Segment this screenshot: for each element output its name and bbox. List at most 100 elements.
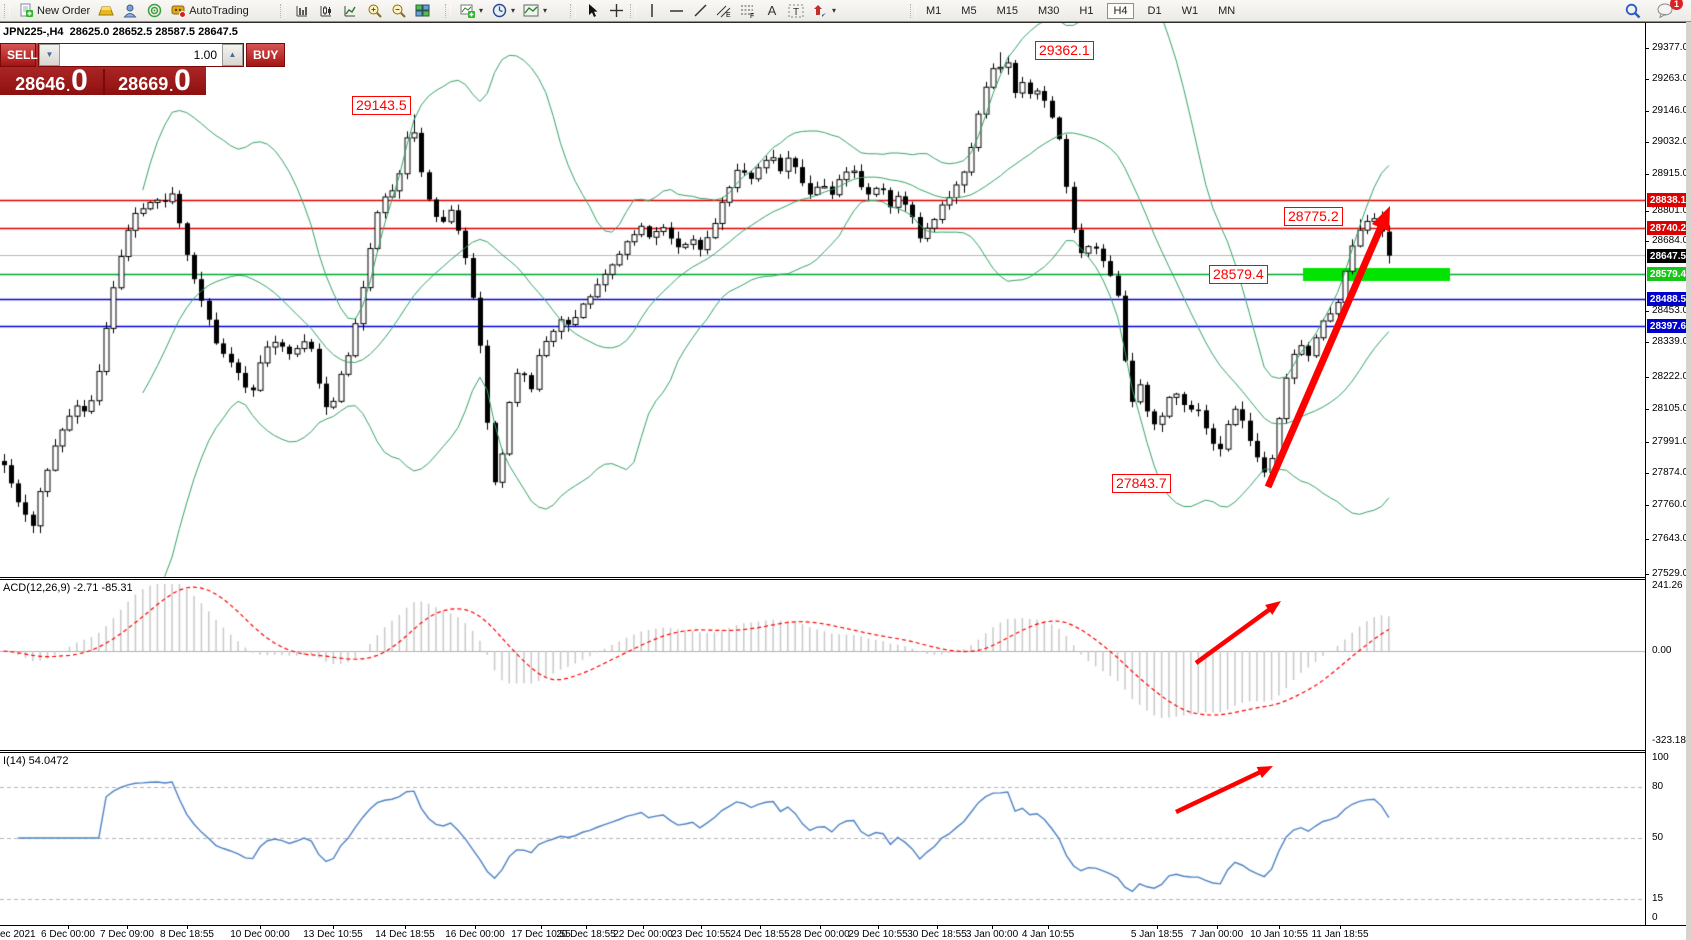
pane-separator[interactable] <box>0 750 1645 751</box>
candlestick-button[interactable] <box>314 1 338 20</box>
price-annotation-label[interactable]: 28579.4 <box>1209 265 1268 284</box>
timeframe-h1-button[interactable]: H1 <box>1079 4 1094 17</box>
trendline-tool-button[interactable] <box>688 1 712 20</box>
horizontal-line-icon <box>668 3 684 19</box>
fibonacci-tool-button[interactable]: F <box>736 1 760 20</box>
time-tick-label: 10 Jan 10:55 <box>1250 929 1308 940</box>
buy-button[interactable]: BUY <box>246 43 286 67</box>
price-annotation-label[interactable]: 29143.5 <box>352 96 411 115</box>
crosshair-tool-button[interactable] <box>604 1 628 20</box>
vertical-line-icon <box>644 3 660 19</box>
time-tick-label: 29 Dec 10:55 <box>848 929 908 940</box>
indicator-scale-label: 15 <box>1652 893 1664 904</box>
new-order-icon <box>18 3 34 19</box>
price-annotation-label[interactable]: 27843.7 <box>1112 474 1171 493</box>
timeframe-m5-button[interactable]: M5 <box>961 4 977 17</box>
target-icon <box>146 3 162 19</box>
volume-decrease-button[interactable]: ▼ <box>39 44 60 66</box>
channel-tool-button[interactable]: E <box>712 1 736 20</box>
y-tick-mark <box>1645 505 1649 506</box>
pane-separator[interactable] <box>0 577 1645 578</box>
new-chart-button[interactable]: ▾ <box>455 1 487 20</box>
time-tick-label: 16 Dec 00:00 <box>445 929 505 940</box>
cursor-icon <box>584 3 600 19</box>
arrows-tool-button[interactable]: ▾ <box>808 1 840 20</box>
y-tick-label: 29146.0 <box>1652 105 1689 116</box>
new-order-button[interactable]: New Order <box>14 1 94 20</box>
volume-stepper: ▼ ▲ <box>38 43 244 67</box>
timeframe-m15-button[interactable]: M15 <box>996 4 1018 17</box>
indicator-scale-label: 0 <box>1652 912 1658 923</box>
search-icon <box>1625 3 1641 19</box>
sell-button[interactable]: SELL <box>0 43 38 67</box>
price-annotation-label[interactable]: 28775.2 <box>1284 207 1343 226</box>
y-tick-label: 28453.0 <box>1652 305 1689 316</box>
time-tick-label: 11 Jan 18:55 <box>1311 929 1369 940</box>
rsi-indicator-canvas[interactable] <box>0 753 1645 925</box>
toolbar-grip[interactable] <box>570 3 576 18</box>
y-tick-label: 28684.0 <box>1652 235 1689 246</box>
new-order-label: New Order <box>37 4 91 17</box>
horizontal-line-tool-button[interactable] <box>664 1 688 20</box>
timeframe-m30-button[interactable]: M30 <box>1037 4 1060 17</box>
indicator-scale-label: 50 <box>1652 832 1664 843</box>
arrows-icon <box>812 3 828 19</box>
autotrading-icon <box>170 3 187 19</box>
profile-button[interactable] <box>118 1 142 20</box>
periods-button[interactable]: ▾ <box>487 1 519 20</box>
timeframe-m1-button[interactable]: M1 <box>926 4 942 17</box>
y-tick-label: 27760.0 <box>1652 499 1689 510</box>
time-tick-mark <box>405 925 406 929</box>
toolbar-grip[interactable] <box>280 3 286 18</box>
price-level-badge: 28488.5 <box>1647 292 1689 306</box>
macd-label: ACD(12,26,9) -2.71 -85.31 <box>3 582 133 594</box>
time-tick-mark <box>643 925 644 929</box>
text-label-tool-button[interactable]: T <box>784 1 808 20</box>
tile-windows-icon <box>414 3 430 19</box>
gold-bar-button[interactable] <box>94 1 118 20</box>
price-chart-canvas[interactable] <box>0 22 1645 577</box>
tile-windows-button[interactable] <box>410 1 434 20</box>
pane-separator[interactable] <box>0 579 1645 580</box>
time-tick-mark <box>333 925 334 929</box>
toolbar-grip[interactable] <box>910 3 916 18</box>
timeframe-mn-button[interactable]: MN <box>1218 4 1236 17</box>
toolbar-grip[interactable] <box>4 3 10 18</box>
zoom-in-button[interactable] <box>362 1 386 20</box>
vertical-line-tool-button[interactable] <box>640 1 664 20</box>
indicator-scale-label: 0.00 <box>1652 645 1672 656</box>
timeframe-d1-button[interactable]: D1 <box>1147 4 1162 17</box>
sell-price: 28646. 0 <box>15 64 88 97</box>
svg-text:F: F <box>750 13 754 18</box>
cursor-tool-button[interactable] <box>580 1 604 20</box>
price-annotation-label[interactable]: 29362.1 <box>1035 41 1094 60</box>
timeframe-w1-button[interactable]: W1 <box>1181 4 1199 17</box>
bar-chart-button[interactable] <box>290 1 314 20</box>
zoom-out-button[interactable] <box>386 1 410 20</box>
time-tick-label: 5 Jan 18:55 <box>1130 929 1184 940</box>
time-tick-label: 24 Dec 18:55 <box>730 929 790 940</box>
macd-indicator-canvas[interactable] <box>0 580 1645 750</box>
search-button[interactable] <box>1621 1 1645 20</box>
toolbar-grip[interactable] <box>445 3 451 18</box>
timeframe-h4-button[interactable]: H4 <box>1107 2 1134 19</box>
y-tick-mark <box>1645 539 1649 540</box>
time-tick-label: 17 Dec 10:55 <box>511 929 571 940</box>
text-tool-button[interactable]: A <box>760 1 784 20</box>
notifications-button[interactable]: 1 <box>1653 0 1683 20</box>
volume-input[interactable] <box>60 44 222 66</box>
template-button[interactable]: ▾ <box>519 1 551 20</box>
y-tick-label: 28105.0 <box>1652 403 1689 414</box>
volume-increase-button[interactable]: ▲ <box>222 44 243 66</box>
chevron-down-icon: ▾ <box>479 6 484 15</box>
indicator-scale-label: 100 <box>1652 752 1669 763</box>
time-tick-label: 20 Dec 18:55 <box>556 929 616 940</box>
autotrading-button[interactable]: AutoTrading <box>166 1 253 20</box>
time-tick-label: 3 Jan 00:00 <box>965 929 1019 940</box>
line-chart-button[interactable] <box>338 1 362 20</box>
target-button[interactable] <box>142 1 166 20</box>
y-tick-label: 28339.0 <box>1652 336 1689 347</box>
time-tick-label: 22 Dec 00:00 <box>613 929 673 940</box>
pane-separator[interactable] <box>0 752 1645 753</box>
y-tick-label: 28801.0 <box>1652 205 1689 216</box>
